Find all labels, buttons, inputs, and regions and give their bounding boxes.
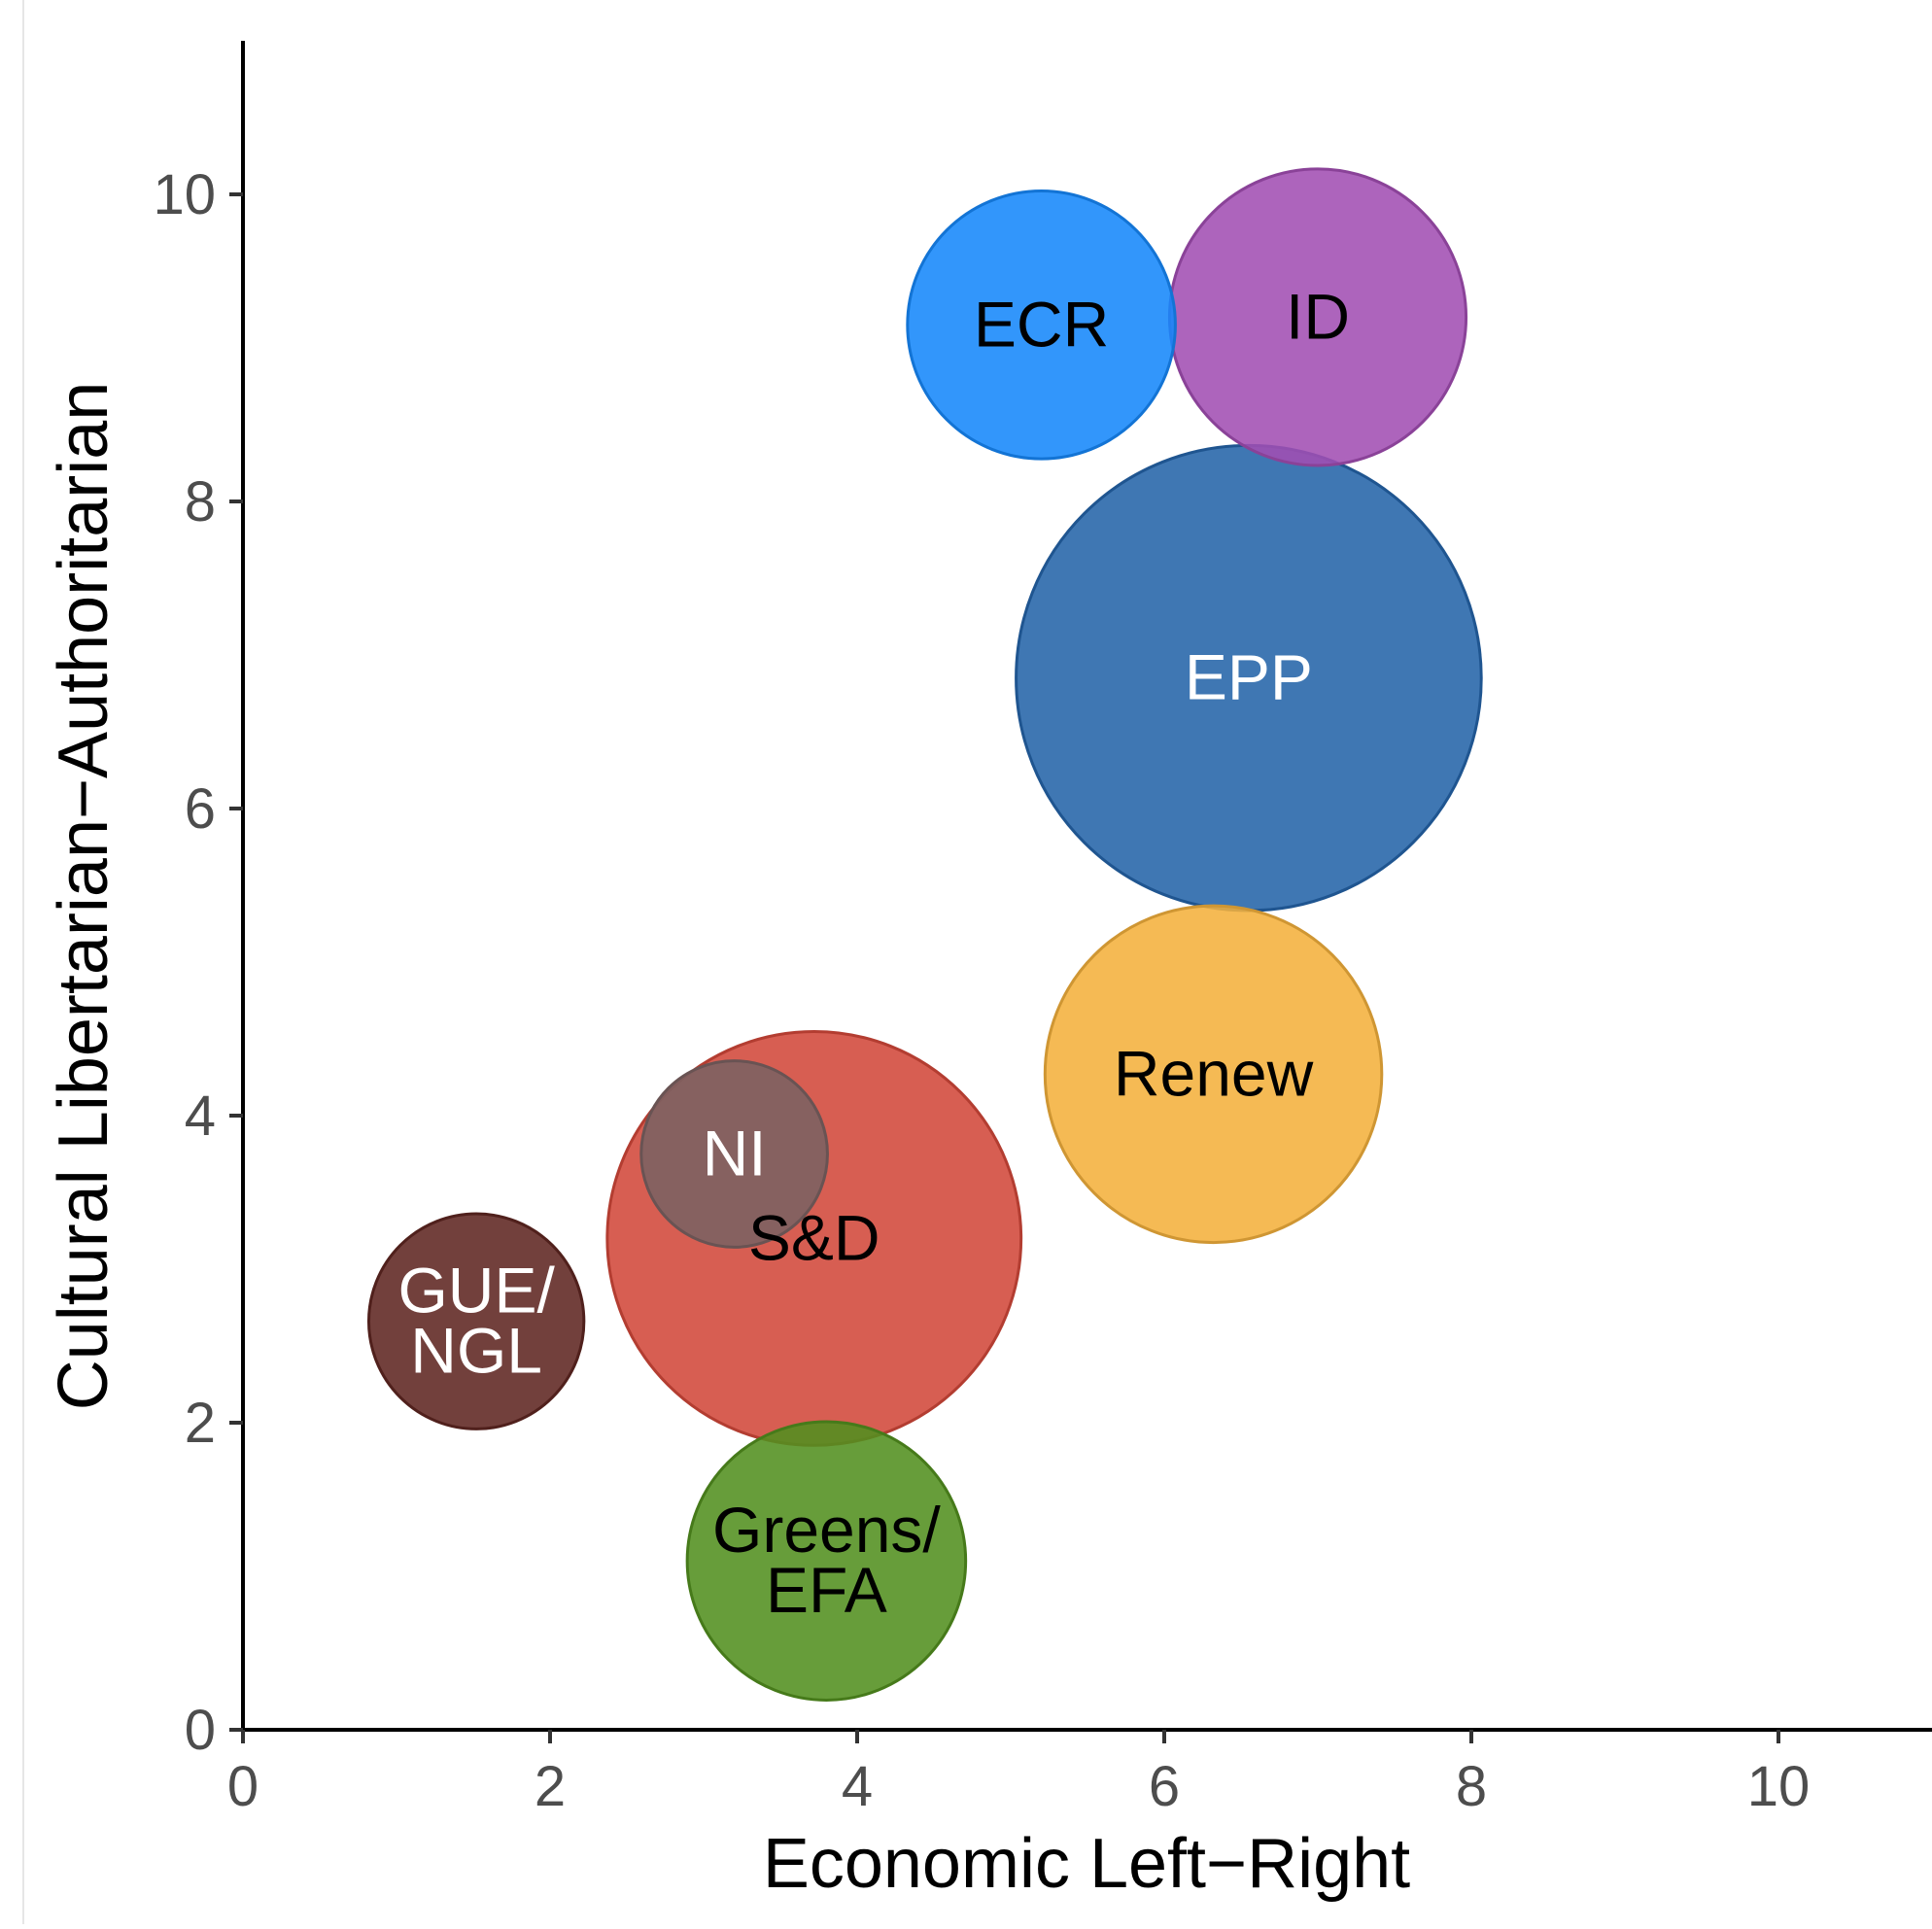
bubble-label-epp: EPP (1185, 641, 1313, 713)
x-tick-label: 6 (1149, 1755, 1180, 1818)
x-tick-label: 10 (1747, 1755, 1811, 1818)
y-tick-label: 0 (185, 1699, 216, 1762)
x-tick-label: 2 (535, 1755, 566, 1818)
bubble-label-greens-efa-line-2: EFA (766, 1554, 887, 1626)
bubble-ecr (906, 189, 1177, 461)
y-tick-label: 6 (185, 777, 216, 841)
bubble-label-ecr: ECR (974, 288, 1109, 360)
bubble-label-ni: NI (703, 1118, 767, 1189)
y-tick-label: 10 (153, 163, 216, 226)
bubble-label-gue-ngl-line-1: GUE/ (397, 1255, 555, 1326)
bubble-greens-efa (685, 1420, 968, 1702)
bubble-renew (1043, 904, 1384, 1245)
y-tick-label: 4 (185, 1085, 216, 1148)
x-tick-label: 8 (1456, 1755, 1487, 1818)
bubble-label-renew: Renew (1114, 1037, 1314, 1109)
bubble-labels-layer: EPP S&D Renew ID Greens/EFA ECR GUE/NGL NI (397, 280, 1350, 1626)
axes-layer: 0 2 4 6 8 10 0 2 4 6 8 10 (153, 41, 1932, 1818)
x-tick-label: 0 (227, 1755, 259, 1818)
bubble-label-s-d: S&D (748, 1201, 880, 1273)
x-tick-label: 4 (842, 1755, 873, 1818)
x-axis-title: Economic Left−Right (763, 1825, 1410, 1903)
bubble-ni (639, 1059, 829, 1249)
y-tick-label: 2 (185, 1392, 216, 1455)
bubble-label-gue-ngl-line-2: NGL (410, 1315, 542, 1387)
bubble-gue-ngl (366, 1212, 586, 1430)
y-axis-title: Cultural Libertarian−Authoritarian (45, 382, 122, 1411)
bubble-label-greens-efa-line-1: Greens/ (712, 1494, 941, 1566)
y-tick-label: 8 (185, 470, 216, 534)
bubble-label-id: ID (1286, 280, 1350, 352)
bubbles-layer: EPP S&D Renew ID Greens/EFA ECR GUE/NGL NI (366, 167, 1483, 1702)
